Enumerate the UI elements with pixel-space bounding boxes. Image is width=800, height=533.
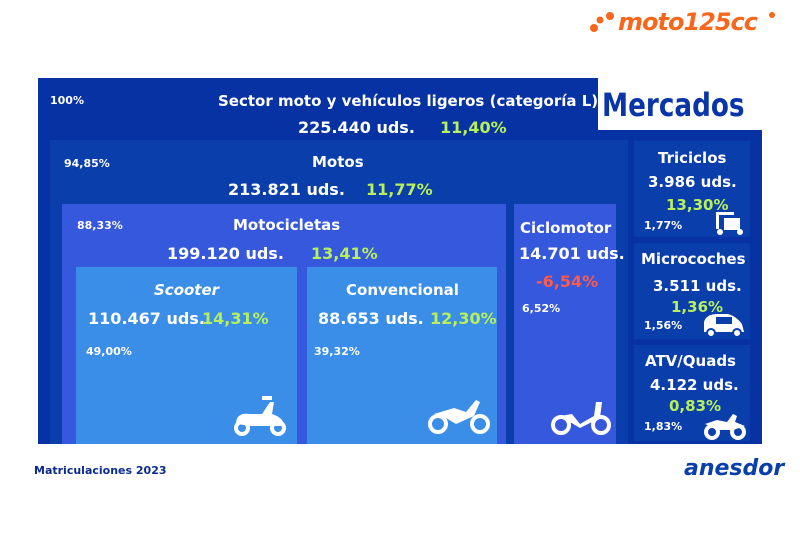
motocicletas-pct: 88,33% — [77, 219, 123, 232]
motorcycle-icon — [426, 396, 492, 436]
footer-caption: Matriculaciones 2023 — [34, 464, 167, 477]
ciclomotor-units: 14.701 uds. — [519, 244, 625, 263]
tricycle-icon — [712, 210, 746, 236]
anesdor-logo[interactable]: anesdor — [684, 456, 785, 481]
sector-pct: 100% — [50, 94, 84, 107]
ciclomotor-title: Ciclomotor — [520, 219, 612, 237]
scooter-units: 110.467 uds. — [88, 309, 205, 328]
triciclos-units: 3.986 uds. — [648, 173, 737, 191]
convencional-growth: 12,30% — [430, 309, 497, 328]
atv-units: 4.122 uds. — [650, 376, 739, 394]
motos-growth: 11,77% — [366, 180, 433, 199]
microcar-icon — [702, 312, 746, 338]
moto125-logo[interactable]: moto125cc — [588, 6, 788, 38]
motocicletas-title: Motocicletas — [233, 216, 341, 234]
microcoches-pct: 1,56% — [644, 319, 683, 332]
triciclos-growth: 13,30% — [666, 196, 729, 214]
atv-pct: 1,83% — [644, 420, 683, 433]
motos-units: 213.821 uds. — [228, 180, 345, 199]
atv-title: ATV/Quads — [645, 352, 736, 370]
ciclomotor-growth: -6,54% — [536, 272, 599, 291]
sector-title: Sector moto y vehículos ligeros (categor… — [218, 92, 599, 110]
scooter-pct: 49,00% — [86, 345, 132, 358]
moped-icon — [550, 398, 612, 436]
microcoches-growth: 1,36% — [671, 298, 724, 316]
microcoches-units: 3.511 uds. — [653, 277, 742, 295]
quad-icon — [703, 412, 747, 440]
convencional-units: 88.653 uds. — [318, 309, 424, 328]
convencional-pct: 39,32% — [314, 345, 360, 358]
microcoches-title: Microcoches — [641, 250, 746, 268]
motocicletas-units: 199.120 uds. — [167, 244, 284, 263]
atv-growth: 0,83% — [669, 397, 722, 415]
motos-pct: 94,85% — [64, 157, 110, 170]
logo-dots-icon — [590, 12, 775, 32]
motos-title: Motos — [312, 153, 364, 171]
mercados-title: Mercados — [602, 86, 745, 124]
scooter-title: Scooter — [154, 281, 220, 299]
logo-text: moto125cc — [618, 8, 758, 36]
motocicletas-growth: 13,41% — [311, 244, 378, 263]
scooter-growth: 14,31% — [202, 309, 269, 328]
sector-units: 225.440 uds. — [298, 118, 415, 137]
convencional-title: Convencional — [346, 281, 459, 299]
triciclos-pct: 1,77% — [644, 219, 683, 232]
ciclomotor-pct: 6,52% — [522, 302, 561, 315]
sector-growth: 11,40% — [440, 118, 507, 137]
scooter-icon — [232, 394, 288, 436]
triciclos-title: Triciclos — [658, 149, 727, 167]
